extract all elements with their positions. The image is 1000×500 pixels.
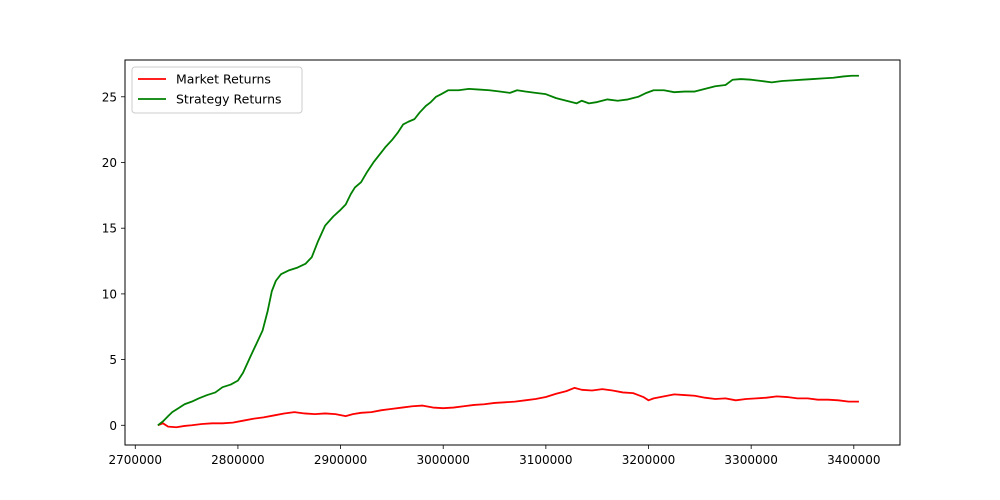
- legend-box: [131, 66, 303, 114]
- plot-frame: [124, 59, 901, 446]
- legend-label-strategy-returns: Strategy Returns: [176, 92, 282, 107]
- x-tick-label: 2900000: [314, 453, 367, 467]
- x-tick-label: 3200000: [622, 453, 675, 467]
- y-tick-label: 20: [102, 156, 117, 170]
- y-tick-label: 15: [102, 222, 117, 236]
- legend: Market Returns Strategy Returns: [131, 66, 303, 114]
- x-tick-label: 2700000: [109, 453, 162, 467]
- x-axis: 2700000 2800000 2900000 3000000 3100000 32000…: [109, 445, 881, 467]
- legend-label-market-returns: Market Returns: [176, 72, 271, 87]
- series-line-market-returns: [157, 386, 859, 429]
- y-tick-label: 25: [102, 90, 117, 104]
- y-axis: 0 5 10 15 20 25: [102, 90, 125, 433]
- x-tick-label: 3300000: [724, 453, 777, 467]
- series-lines: [157, 74, 859, 429]
- y-tick-label: 5: [109, 353, 117, 367]
- x-tick-label: 3100000: [519, 453, 572, 467]
- x-tick-label: 3400000: [827, 453, 880, 467]
- x-tick-label: 3000000: [416, 453, 469, 467]
- x-tick-label: 2800000: [211, 453, 264, 467]
- series-line-strategy-returns: [157, 74, 859, 427]
- y-tick-label: 10: [102, 287, 117, 301]
- y-tick-label: 0: [109, 419, 117, 433]
